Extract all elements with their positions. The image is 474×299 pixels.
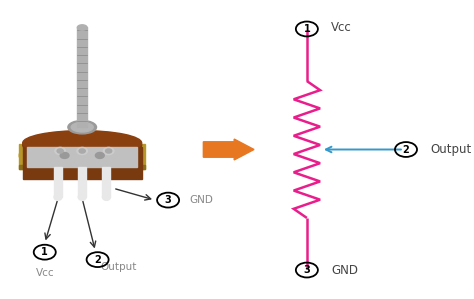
Ellipse shape <box>71 122 93 132</box>
Bar <box>19 165 145 169</box>
Ellipse shape <box>54 194 62 200</box>
Bar <box>19 144 145 169</box>
Text: 1: 1 <box>303 24 310 34</box>
Text: Output: Output <box>100 262 137 272</box>
Text: 3: 3 <box>165 195 172 205</box>
Ellipse shape <box>68 120 97 134</box>
Text: Output: Output <box>430 143 472 156</box>
Bar <box>27 147 137 167</box>
Ellipse shape <box>102 194 110 200</box>
Circle shape <box>103 147 114 155</box>
Circle shape <box>106 149 112 153</box>
Bar <box>102 167 110 197</box>
Bar <box>23 147 142 179</box>
Text: 1: 1 <box>41 247 48 257</box>
Ellipse shape <box>77 25 87 30</box>
Ellipse shape <box>23 131 142 159</box>
Circle shape <box>55 147 65 155</box>
Text: GND: GND <box>189 195 213 205</box>
FancyArrow shape <box>203 139 254 160</box>
Text: 3: 3 <box>303 265 310 275</box>
Circle shape <box>79 149 85 153</box>
Circle shape <box>95 152 104 158</box>
Bar <box>78 167 86 197</box>
Ellipse shape <box>23 131 142 155</box>
Circle shape <box>57 149 63 153</box>
Text: 2: 2 <box>402 144 410 155</box>
Text: Vcc: Vcc <box>36 268 54 278</box>
Circle shape <box>60 152 69 158</box>
Text: Vcc: Vcc <box>331 21 352 34</box>
Text: 2: 2 <box>94 255 101 265</box>
Ellipse shape <box>78 194 86 200</box>
Ellipse shape <box>19 135 145 176</box>
Circle shape <box>77 147 88 155</box>
Bar <box>54 167 62 197</box>
Text: GND: GND <box>331 263 358 277</box>
